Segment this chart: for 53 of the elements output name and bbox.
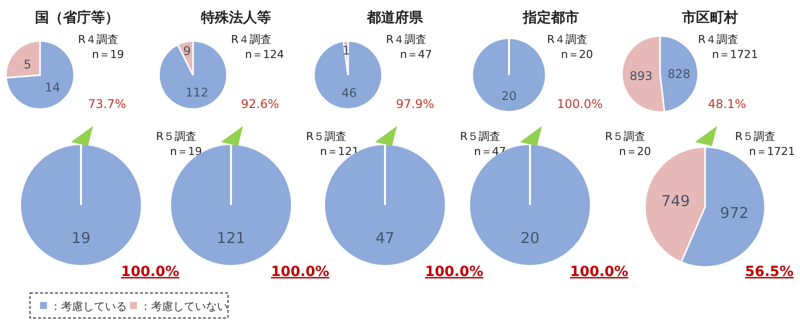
text: 48.1% [708, 97, 746, 111]
data-label: 5 [24, 57, 32, 72]
legend-label: ：考慮している [50, 300, 127, 313]
data-label: 749 [661, 192, 690, 210]
text: R４調査 [547, 33, 588, 46]
text: n＝1721 [712, 48, 758, 61]
data-label: 47 [375, 229, 395, 247]
data-label: 1 [342, 44, 350, 58]
text: R５調査 [605, 130, 646, 143]
pie-slice [5, 40, 75, 110]
pie-slice [313, 40, 383, 110]
text: 97.9% [396, 97, 434, 111]
chart-title: 特殊法人等 [200, 10, 271, 26]
text: n＝20 [619, 145, 651, 158]
text: 100.0% [557, 97, 603, 111]
text: 92.6% [241, 97, 280, 111]
text: R４調査 [698, 33, 739, 46]
data-label: 20 [501, 88, 517, 103]
text: n＝19 [92, 48, 124, 61]
chart-title: 国（省庁等） [35, 9, 119, 26]
text: n＝47 [400, 48, 432, 61]
text: R５調査 [735, 130, 776, 143]
data-label: 14 [44, 80, 60, 95]
data-label: 20 [520, 229, 540, 247]
data-label: 893 [630, 69, 652, 84]
text: 73.7% [88, 97, 126, 111]
text: R４調査 [231, 33, 272, 46]
text: 100.0% [271, 264, 330, 280]
text: n＝19 [170, 145, 202, 158]
text: 100.0% [570, 264, 628, 280]
text: R５調査 [156, 130, 197, 143]
text: n＝124 [245, 48, 284, 61]
text: R４調査 [386, 33, 427, 46]
text: 100.0% [425, 264, 484, 280]
text: R５調査 [460, 130, 501, 143]
data-label: 112 [185, 86, 208, 100]
text: n＝1721 [749, 145, 795, 158]
chart-title: 指定都市 [522, 9, 579, 26]
chart-title: 都道府県 [366, 9, 424, 26]
text: 56.5% [745, 264, 794, 280]
text: R５調査 [306, 130, 347, 143]
data-label: 121 [216, 229, 246, 247]
pie-slice [158, 40, 228, 110]
text: R４調査 [78, 33, 119, 46]
legend-label: ：考慮していない [140, 300, 228, 313]
data-label: 972 [720, 204, 749, 222]
text: n＝20 [561, 48, 593, 61]
data-label: 828 [668, 66, 690, 81]
chart-title: 市区町村 [681, 9, 738, 26]
data-label: 19 [71, 229, 91, 247]
text: 100.0% [121, 264, 180, 280]
data-label: 9 [183, 44, 191, 58]
data-label: 46 [341, 86, 357, 100]
